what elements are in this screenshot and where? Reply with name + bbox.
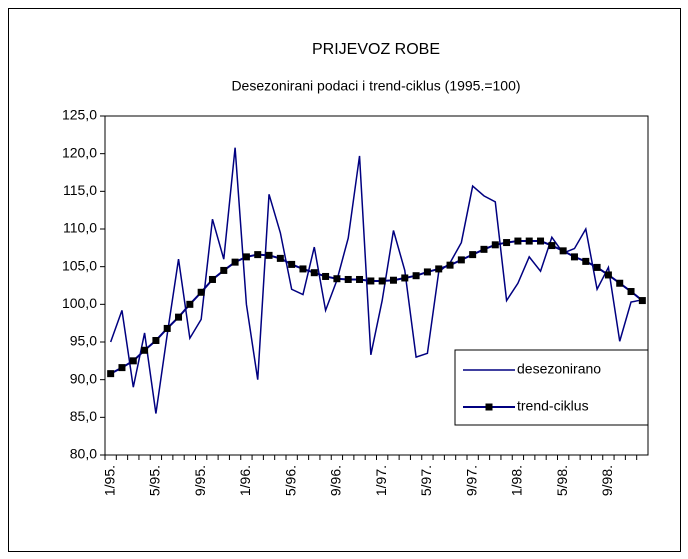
- series-marker: [593, 263, 601, 271]
- x-tick-label: 9/98.: [599, 465, 615, 496]
- series-marker: [412, 272, 420, 280]
- series-marker: [344, 275, 352, 283]
- x-tick-label: 5/98.: [554, 465, 570, 496]
- y-tick-label: 100,0: [62, 295, 97, 311]
- series-marker: [231, 258, 239, 266]
- x-tick-label: 9/95.: [192, 465, 208, 496]
- legend-label: trend-ciklus: [517, 398, 589, 414]
- x-tick-label: 9/96.: [328, 465, 344, 496]
- series-marker: [254, 251, 262, 259]
- series-marker: [537, 237, 545, 245]
- series-marker: [480, 245, 488, 253]
- series-marker: [175, 313, 183, 321]
- chart-title: PRIJEVOZ ROBE: [312, 41, 440, 58]
- series-marker: [378, 277, 386, 285]
- series-marker: [514, 237, 522, 245]
- series-marker: [457, 256, 465, 264]
- series-marker: [242, 253, 250, 261]
- series-marker: [548, 242, 556, 250]
- x-tick-label: 5/97.: [418, 465, 434, 496]
- series-marker: [367, 277, 375, 285]
- y-tick-label: 105,0: [62, 257, 97, 273]
- series-marker: [141, 346, 149, 354]
- y-tick-label: 115,0: [63, 182, 97, 198]
- series-marker: [356, 275, 364, 283]
- series-marker: [423, 268, 431, 276]
- x-tick-label: 1/97.: [373, 465, 389, 496]
- series-marker: [197, 288, 205, 296]
- legend-label: desezonirano: [517, 361, 601, 377]
- series-marker: [220, 266, 228, 274]
- series-marker: [107, 370, 115, 378]
- x-tick-label: 1/96.: [237, 465, 253, 496]
- series-marker: [276, 254, 284, 262]
- series-marker: [503, 239, 511, 247]
- series-marker: [129, 357, 137, 365]
- chart-subtitle: Desezonirani podaci i trend-ciklus (1995…: [231, 78, 520, 94]
- legend-marker: [485, 403, 493, 411]
- y-tick-label: 120,0: [62, 144, 97, 160]
- x-tick-label: 5/95.: [147, 465, 163, 496]
- x-tick-label: 1/95.: [101, 465, 117, 496]
- series-marker: [265, 251, 273, 259]
- y-tick-label: 90,0: [70, 370, 97, 386]
- y-tick-label: 85,0: [70, 408, 97, 424]
- series-marker: [446, 261, 454, 269]
- series-marker: [582, 257, 590, 265]
- series-marker: [186, 300, 194, 308]
- series-marker: [299, 265, 307, 273]
- series-marker: [469, 251, 477, 259]
- series-marker: [525, 237, 533, 245]
- series-marker: [333, 275, 341, 283]
- series-marker: [638, 297, 646, 305]
- x-tick-label: 5/96.: [282, 465, 298, 496]
- series-line: [109, 147, 643, 414]
- series-marker: [491, 241, 499, 249]
- series-marker: [322, 272, 330, 280]
- x-tick-label: 1/98.: [509, 465, 525, 496]
- series-marker: [310, 269, 318, 277]
- series-marker: [401, 274, 409, 282]
- series-marker: [604, 271, 612, 279]
- series-marker: [627, 288, 635, 296]
- y-tick-label: 110,0: [63, 220, 97, 236]
- legend-box: [454, 349, 649, 426]
- series-marker: [559, 247, 567, 255]
- series-marker: [152, 336, 160, 344]
- series-marker: [163, 324, 171, 332]
- series-marker: [616, 279, 624, 287]
- x-tick-label: 9/97.: [463, 465, 479, 496]
- series-marker: [389, 276, 397, 284]
- series-marker: [208, 275, 216, 283]
- series-marker: [435, 265, 443, 273]
- y-tick-label: 95,0: [70, 333, 97, 349]
- series-marker: [118, 364, 126, 372]
- series-marker: [570, 253, 578, 261]
- y-tick-label: 125,0: [62, 107, 97, 123]
- series-marker: [288, 260, 296, 268]
- y-tick-label: 80,0: [70, 446, 97, 462]
